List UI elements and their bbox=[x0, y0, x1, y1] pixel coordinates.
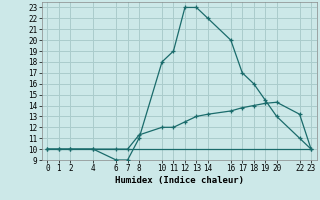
X-axis label: Humidex (Indice chaleur): Humidex (Indice chaleur) bbox=[115, 176, 244, 185]
